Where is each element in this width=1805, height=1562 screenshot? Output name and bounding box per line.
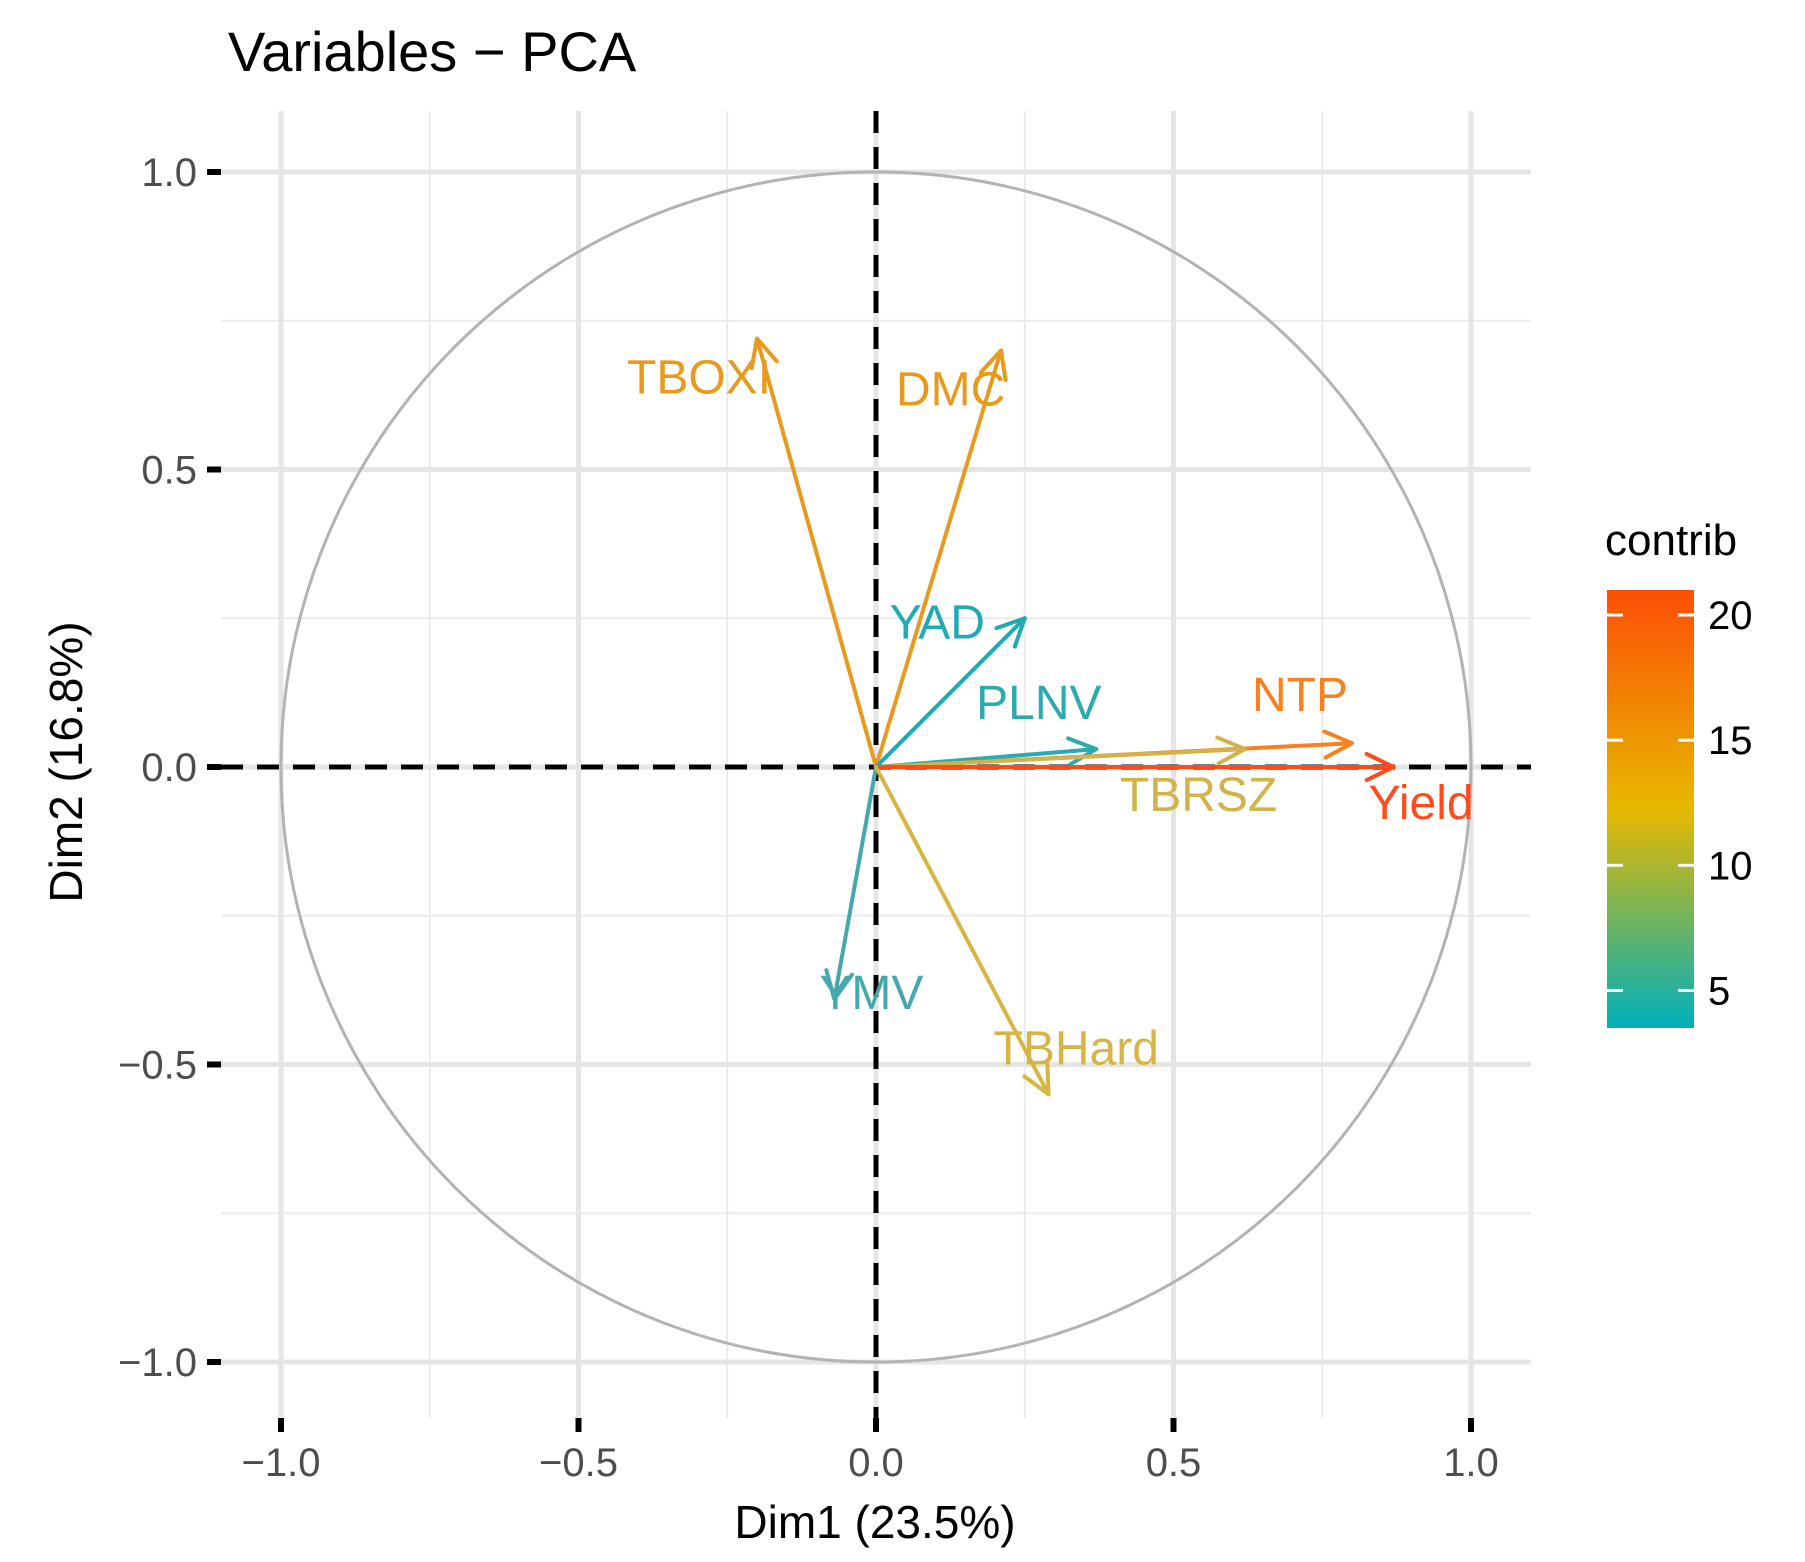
arrow-tbrsz <box>874 747 1247 769</box>
arrowhead-plnv <box>1066 736 1099 767</box>
arrowhead-ntp <box>1322 729 1354 760</box>
contrib-legend: contrib 5 10 15 20 <box>1605 516 1753 1028</box>
y-tick-label: 1.0 <box>141 151 197 195</box>
y-tick-label: −0.5 <box>118 1044 197 1088</box>
variable-arrows <box>749 336 1396 1097</box>
label-tbhard: TBHard <box>994 1022 1159 1075</box>
y-axis: −1.0 −0.5 0.0 0.5 1.0 <box>118 151 221 1385</box>
arrowhead-tbrsz <box>1215 735 1247 766</box>
y-tick-label: 0.5 <box>141 449 197 493</box>
legend-tick-label: 10 <box>1708 844 1753 888</box>
legend-tick-label: 5 <box>1708 969 1730 1013</box>
variable-labels: TBOXI DMC YAD PLNV NTP TBRSZ Yield YMV TBHard <box>627 352 1474 1076</box>
x-tick-label: 0.5 <box>1146 1441 1202 1485</box>
plot-area: TBOXI DMC YAD PLNV NTP TBRSZ Yield YMV TBHard <box>221 111 1531 1418</box>
legend-ticks: 5 10 15 20 <box>1607 594 1753 1013</box>
y-axis-label: Dim2 (16.8%) <box>40 621 92 902</box>
arrowhead-tboxi <box>749 336 779 371</box>
label-yield: Yield <box>1369 777 1474 830</box>
correlation-circle <box>279 170 1473 1364</box>
label-dmc: DMC <box>896 364 1005 417</box>
arrow-dmc <box>874 348 1003 769</box>
label-plnv: PLNV <box>976 677 1101 730</box>
x-tick-label: 0.0 <box>848 1441 904 1485</box>
arrowhead-yad <box>994 616 1027 649</box>
legend-tick-label: 20 <box>1708 594 1753 638</box>
legend-colorbar <box>1607 590 1694 1028</box>
label-ymv: YMV <box>819 967 923 1020</box>
label-tbrsz: TBRSZ <box>1120 769 1277 822</box>
arrow-tboxi <box>755 336 878 769</box>
arrowhead-ymv <box>824 968 854 1002</box>
x-tick-label: −1.0 <box>242 1441 321 1485</box>
arrow-ymv <box>832 765 878 1002</box>
label-ntp: NTP <box>1252 669 1348 722</box>
x-axis: −1.0 −0.5 0.0 0.5 1.0 <box>242 1418 1499 1485</box>
arrow-yad <box>874 616 1027 769</box>
arrowhead-dmc <box>978 348 1008 383</box>
arrowhead-yield <box>1364 751 1396 783</box>
legend-tick-label: 15 <box>1708 719 1753 763</box>
chart-title: Variables − PCA <box>228 20 637 83</box>
arrow-tbhard <box>874 765 1051 1097</box>
x-tick-label: 1.0 <box>1443 1441 1499 1485</box>
legend-title: contrib <box>1605 516 1737 565</box>
y-tick-label: 0.0 <box>141 746 197 790</box>
label-tboxi: TBOXI <box>627 352 771 405</box>
arrowhead-tbhard <box>1022 1062 1051 1097</box>
label-yad: YAD <box>890 596 985 649</box>
y-tick-label: −1.0 <box>118 1341 197 1385</box>
x-tick-label: −0.5 <box>539 1441 618 1485</box>
x-axis-label: Dim1 (23.5%) <box>734 1496 1015 1548</box>
